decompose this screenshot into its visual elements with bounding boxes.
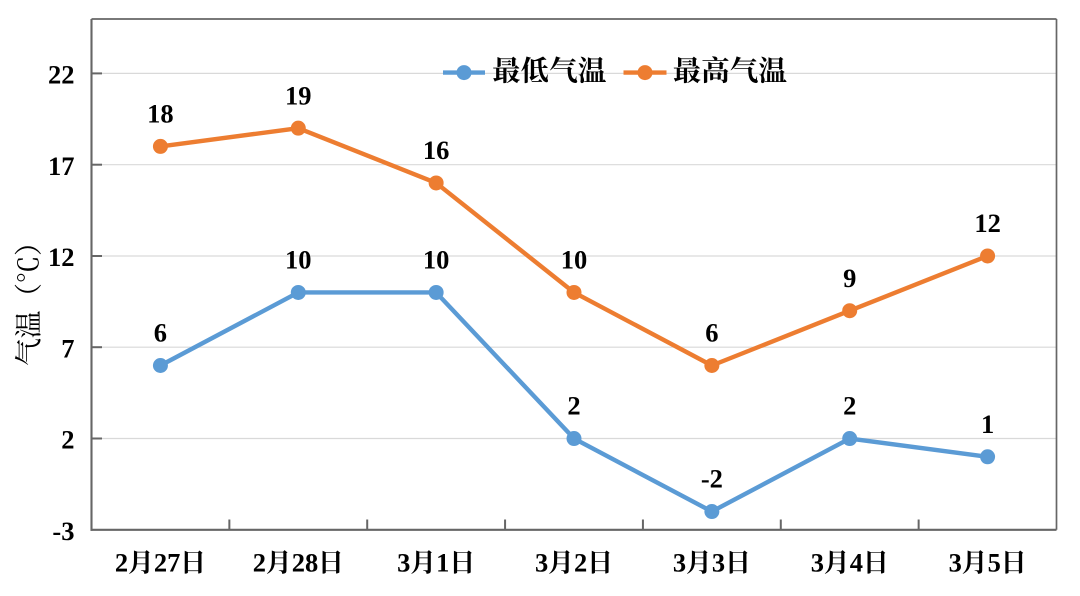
svg-text:2: 2 [61,425,74,455]
svg-text:5: 5 [988,548,1001,578]
svg-text:4: 4 [850,548,863,578]
svg-text:18: 18 [147,99,174,129]
svg-text:17: 17 [48,151,75,181]
svg-text:3: 3 [712,548,725,578]
svg-text:1: 1 [981,409,994,439]
svg-text:2: 2 [115,548,128,578]
svg-text:19: 19 [285,80,312,110]
svg-text:16: 16 [423,135,450,165]
svg-text:2: 2 [253,548,266,578]
svg-text:1: 1 [436,548,449,578]
svg-text:2: 2 [567,391,580,421]
svg-text:27: 27 [154,548,181,578]
svg-text:12: 12 [974,208,1001,238]
svg-text:10: 10 [285,245,312,275]
svg-text:10: 10 [423,245,450,275]
svg-text:-2: -2 [701,464,723,494]
svg-text:28: 28 [292,548,319,578]
svg-text:3: 3 [535,548,548,578]
svg-text:2: 2 [574,548,587,578]
svg-text:6: 6 [705,318,718,348]
svg-text:12: 12 [48,242,75,272]
svg-text:3: 3 [397,548,410,578]
svg-text:6: 6 [154,318,167,348]
svg-text:10: 10 [561,245,588,275]
svg-text:9: 9 [843,263,856,293]
svg-text:3: 3 [949,548,962,578]
svg-text:3: 3 [673,548,686,578]
svg-text:2: 2 [843,391,856,421]
svg-text:7: 7 [61,333,74,363]
svg-text:22: 22 [48,60,75,90]
svg-text:3: 3 [811,548,824,578]
svg-text:-3: -3 [52,516,74,546]
